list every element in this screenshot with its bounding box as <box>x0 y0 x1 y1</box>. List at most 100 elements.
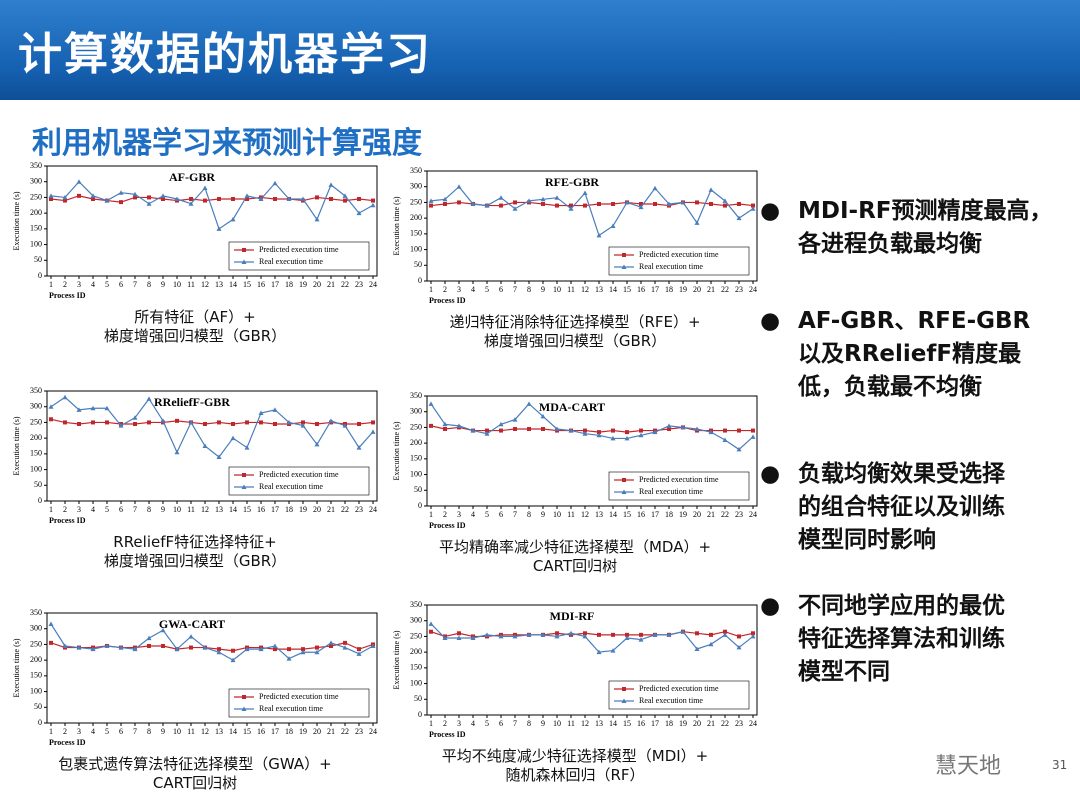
point <box>189 197 193 201</box>
point <box>428 401 434 406</box>
point <box>723 428 727 433</box>
point <box>370 643 376 648</box>
point <box>258 410 264 415</box>
x-tick-label: 7 <box>133 727 137 736</box>
point <box>737 634 741 639</box>
point <box>258 646 264 652</box>
caption-line: 梯度增强回归模型（GBR） <box>103 552 287 570</box>
legend-marker <box>622 687 626 691</box>
x-tick-label: 1 <box>429 719 433 728</box>
point <box>541 202 545 206</box>
point <box>597 632 601 637</box>
point <box>457 200 461 205</box>
point <box>161 644 165 648</box>
x-tick-label: 5 <box>485 510 489 519</box>
point <box>244 445 250 450</box>
point <box>104 198 110 203</box>
legend-box <box>608 680 750 710</box>
point <box>694 426 700 431</box>
x-tick-label: 21 <box>327 727 335 736</box>
point <box>751 631 755 636</box>
point <box>666 423 672 428</box>
point <box>498 421 504 427</box>
x-tick-label: 4 <box>91 505 95 514</box>
x-tick-label: 22 <box>341 505 349 514</box>
point <box>216 454 222 459</box>
x-tick-label: 8 <box>527 285 531 294</box>
point <box>161 197 165 201</box>
x-tick-label: 12 <box>581 510 589 519</box>
caption-line: CART回归树 <box>152 774 238 792</box>
point <box>146 201 152 206</box>
x-tick-label: 7 <box>513 719 517 728</box>
y-tick-label: 250 <box>30 417 42 426</box>
y-tick-label: 300 <box>410 182 422 191</box>
y-tick-label: 250 <box>410 631 422 640</box>
point <box>667 427 671 431</box>
x-tick-label: 16 <box>637 719 645 728</box>
x-tick-label: 10 <box>553 719 561 728</box>
point <box>513 427 517 431</box>
point <box>77 193 81 198</box>
x-tick-label: 11 <box>567 510 575 519</box>
chart-panel: 0 50 100 150 200 250 300 350 1 2 3 4 5 6 7 8 9 10 11 12 13 14… <box>5 158 385 358</box>
y-axis-label: Execution time (s) <box>392 421 401 480</box>
series-line <box>430 185 754 237</box>
chart-title: RFE-GBR <box>545 175 599 189</box>
x-tick-label: 13 <box>215 727 223 736</box>
point <box>611 428 615 433</box>
x-tick-label: 17 <box>271 280 279 289</box>
x-tick-label: 2 <box>63 280 67 289</box>
x-tick-label: 23 <box>355 727 363 736</box>
point <box>231 422 235 426</box>
point <box>527 427 531 431</box>
point <box>244 646 250 652</box>
x-tick-label: 9 <box>161 505 165 514</box>
x-tick-label: 9 <box>161 280 165 289</box>
x-tick-label: 24 <box>749 719 757 728</box>
point <box>513 200 517 205</box>
point <box>624 635 630 640</box>
point <box>639 632 643 637</box>
point <box>722 437 728 442</box>
point <box>582 431 588 436</box>
x-tick-label: 11 <box>187 727 195 736</box>
y-tick-label: 0 <box>418 710 422 719</box>
x-tick-label: 20 <box>313 505 321 514</box>
legend-label: Predicted execution time <box>259 692 339 701</box>
y-tick-label: 0 <box>38 496 42 505</box>
x-tick-label: 11 <box>187 505 195 514</box>
point <box>428 198 434 203</box>
x-tick-label: 2 <box>63 727 67 736</box>
point <box>596 649 602 655</box>
legend-marker <box>242 473 246 477</box>
y-tick-label: 300 <box>30 402 42 411</box>
point <box>371 198 375 203</box>
point <box>456 423 462 428</box>
point <box>49 417 53 422</box>
point <box>541 427 545 431</box>
point <box>343 198 347 203</box>
point <box>258 196 264 201</box>
x-tick-label: 20 <box>313 727 321 736</box>
point <box>63 198 67 203</box>
point <box>624 435 630 441</box>
bullet-text: 负载均衡效果受选择 的组合特征以及训练 模型同时影响 <box>798 458 1075 557</box>
bullet: ● 不同地学应用的最优 特征选择算法和训练 模型不同 <box>760 590 1075 689</box>
y-axis-label: Execution time (s) <box>392 630 401 689</box>
x-tick-label: 22 <box>341 727 349 736</box>
y-axis-label: Execution time (s) <box>12 416 21 475</box>
point <box>680 424 686 430</box>
y-tick-label: 350 <box>410 391 422 400</box>
x-tick-label: 19 <box>679 719 687 728</box>
point <box>188 419 194 425</box>
point <box>342 193 348 198</box>
point <box>470 635 476 640</box>
series-line <box>50 418 374 425</box>
x-tick-label: 13 <box>595 285 603 294</box>
x-tick-label: 10 <box>173 727 181 736</box>
x-tick-label: 16 <box>637 510 645 519</box>
page-number: 31 <box>1052 758 1068 772</box>
